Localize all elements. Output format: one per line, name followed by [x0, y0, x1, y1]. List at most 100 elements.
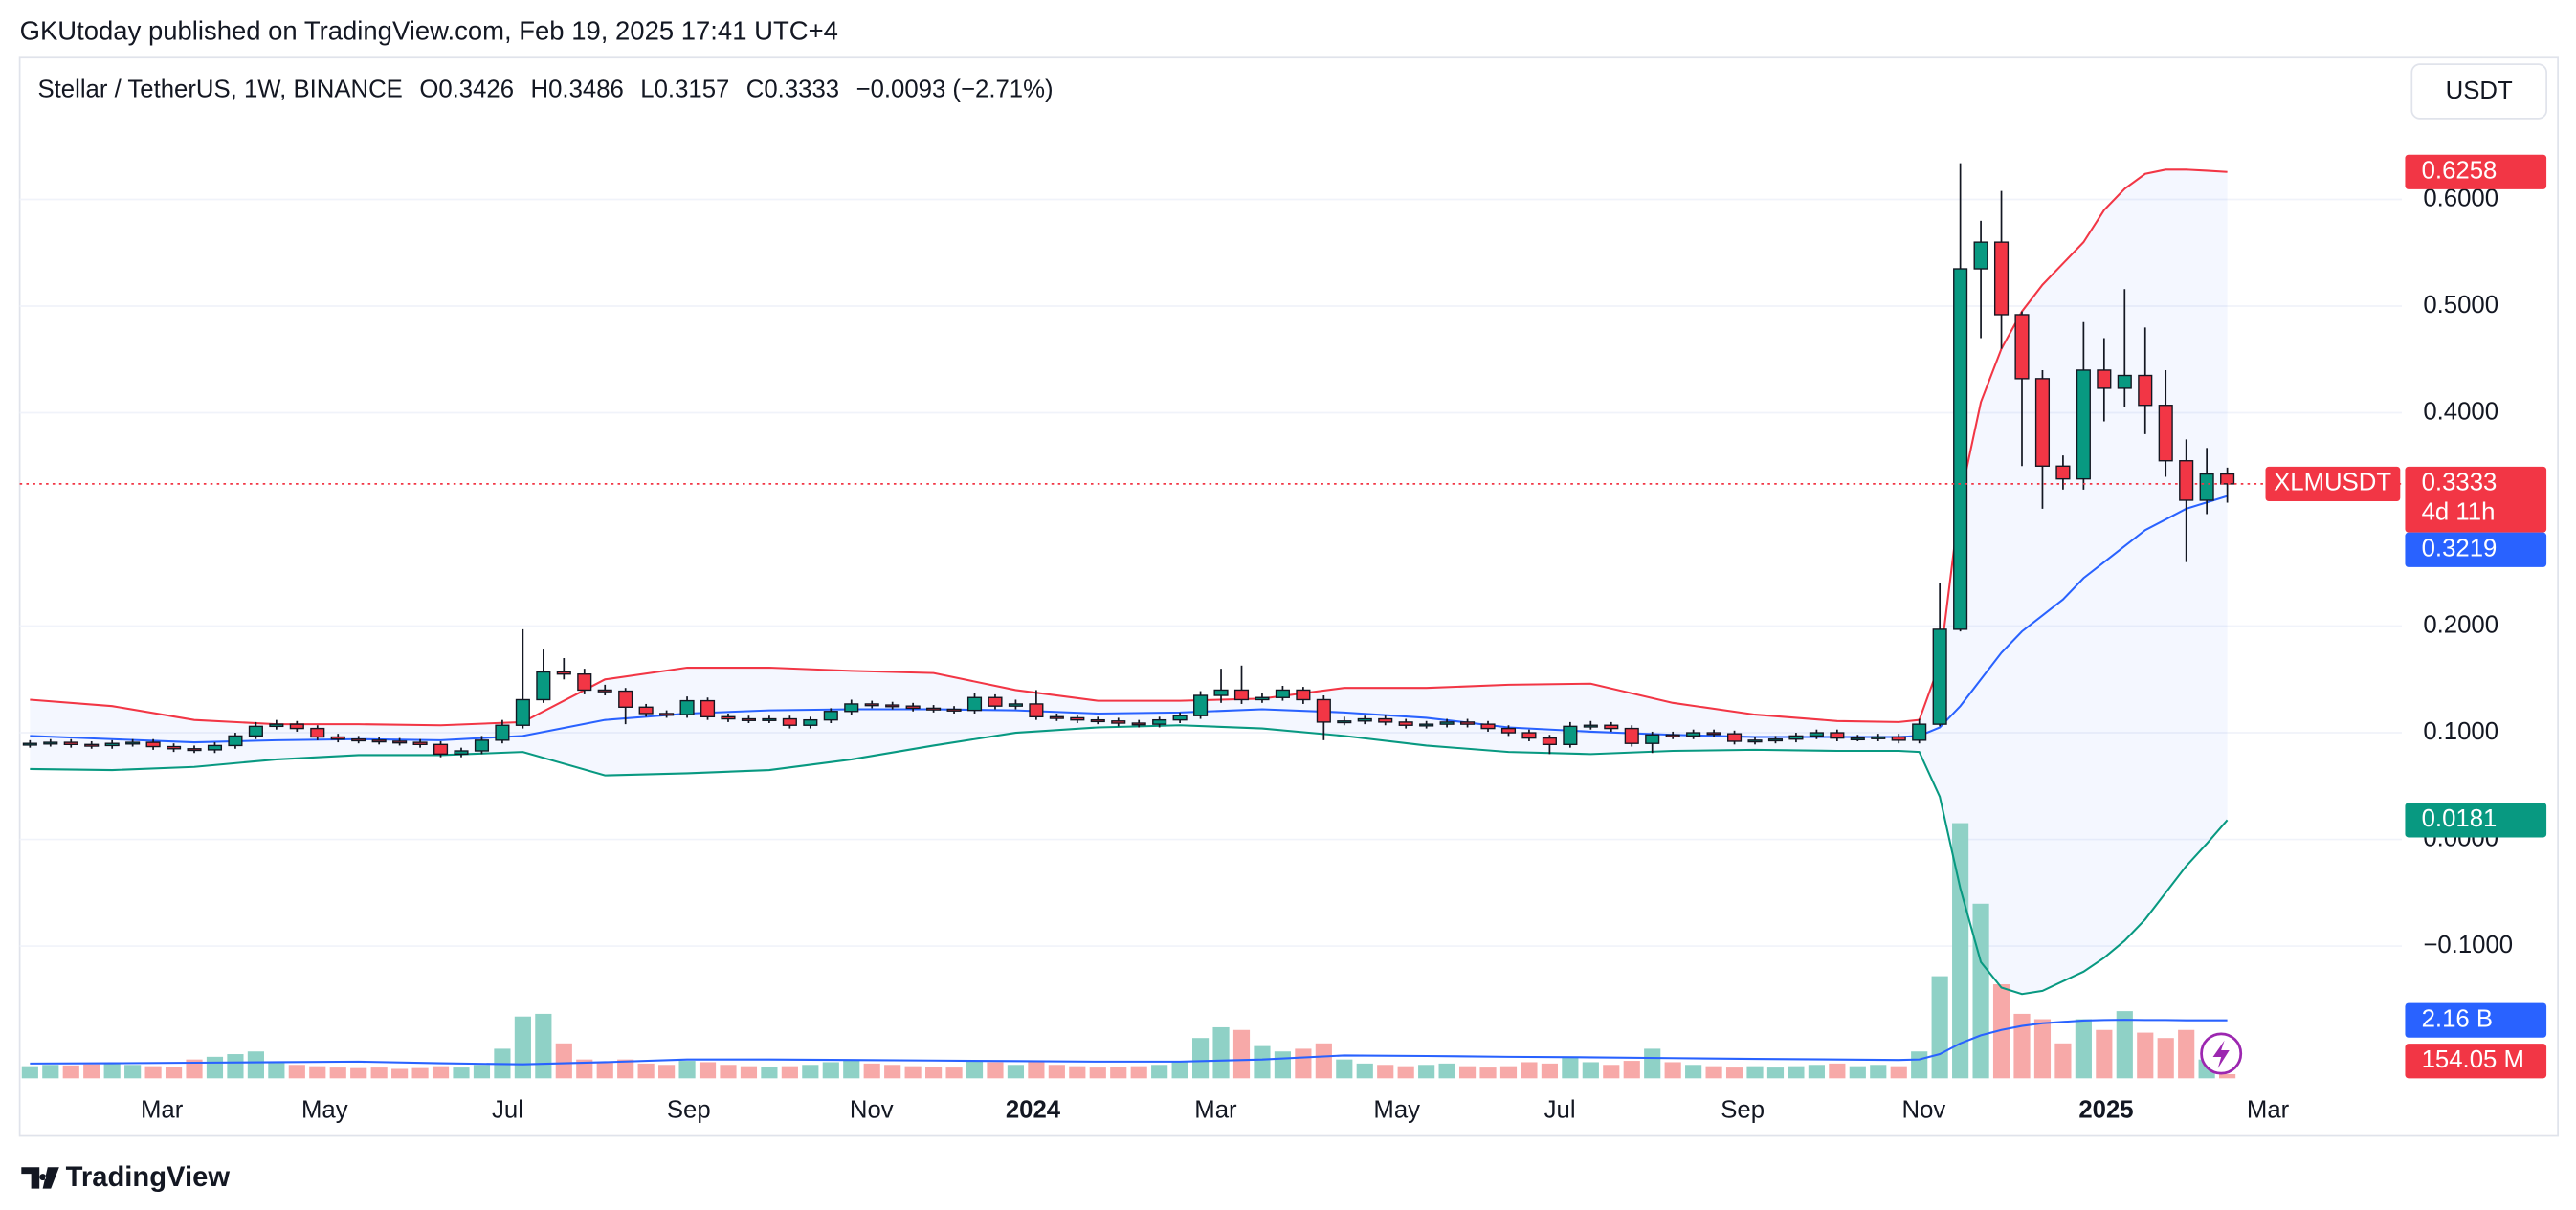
icon-bolt[interactable] — [2212, 1040, 2230, 1068]
legend-open-label: O — [419, 76, 438, 102]
volume-bar — [453, 1067, 470, 1079]
volume-bar — [576, 1059, 593, 1079]
volume-bar — [1870, 1065, 1887, 1079]
x-tick-label: Mar — [1194, 1097, 1237, 1124]
candle-body — [1871, 736, 1886, 739]
candle-body — [1008, 703, 1023, 707]
candle-body — [330, 736, 345, 740]
volume-bar — [1151, 1065, 1168, 1079]
plot-layer — [19, 163, 2403, 1079]
volume-bar — [1089, 1067, 1106, 1079]
candle-body — [1111, 720, 1126, 724]
volume-bar — [1191, 1038, 1210, 1079]
volume-bar — [822, 1062, 839, 1079]
candle-body — [1788, 735, 1804, 740]
volume-ma-tag-bg — [2405, 1002, 2547, 1038]
volume-bar — [1048, 1065, 1065, 1079]
middle-band-tag-text: 0.3219 — [2422, 536, 2498, 562]
candle-body — [433, 743, 449, 756]
volume-bar — [1212, 1026, 1230, 1079]
candle-body — [700, 699, 716, 718]
candle-body — [1891, 736, 1906, 741]
candle-body — [844, 703, 859, 713]
volume-bar — [1418, 1065, 1435, 1079]
candle-body — [289, 723, 304, 730]
volume-bar — [925, 1067, 943, 1079]
volume-bar — [1746, 1066, 1764, 1079]
candle-body — [412, 741, 428, 745]
y-tick-label: 0.4000 — [2423, 398, 2498, 425]
band-fill — [30, 169, 2228, 995]
volume-bar — [720, 1065, 737, 1079]
legend-high: 0.3486 — [548, 76, 624, 102]
candle-body — [946, 708, 962, 712]
legend-change: −0.0093 (−2.71%) — [856, 76, 1054, 102]
volume-bar — [2219, 1073, 2236, 1079]
volume-bar — [1499, 1066, 1518, 1079]
volume-bar — [884, 1065, 901, 1079]
candle-body — [2220, 473, 2235, 485]
currency-button[interactable] — [2410, 63, 2547, 120]
candle-body — [1029, 703, 1044, 718]
tags-layer: 0.6258 0.0181 XLMUSDT 0.3333 4d 11h 0.3219 2.1… — [2265, 154, 2547, 1079]
candle-body — [351, 738, 366, 742]
volume-bar — [1829, 1063, 1846, 1079]
x-tick-label: Jul — [1544, 1097, 1576, 1124]
candle-body — [1563, 725, 1578, 745]
volume-bar — [1911, 1051, 1928, 1079]
candle-body — [392, 740, 408, 744]
band-upper-line — [30, 168, 2228, 727]
candle-body — [1686, 732, 1701, 737]
volume-bar — [1438, 1063, 1455, 1079]
candle-body — [905, 705, 921, 710]
legend-close-label: C — [746, 76, 765, 102]
volume-bar — [1007, 1065, 1025, 1079]
legend-low: 0.3157 — [655, 76, 730, 102]
volume-bar — [1766, 1067, 1785, 1079]
candle-body — [1542, 737, 1557, 745]
volume-bar — [1849, 1066, 1866, 1079]
candle-body — [104, 742, 120, 747]
symbol-tag-bg — [2265, 466, 2401, 501]
volume-bar — [1541, 1063, 1558, 1079]
candle-body — [597, 689, 612, 693]
close-tag-bg — [2405, 466, 2547, 533]
volume-bar — [1458, 1066, 1477, 1079]
upper-band-tag-text: 0.6258 — [2422, 158, 2498, 185]
y-tick-label: 0.5000 — [2423, 292, 2498, 319]
volume-bar — [1356, 1063, 1373, 1079]
volume-bar — [411, 1067, 429, 1079]
volume-bar — [1377, 1065, 1394, 1079]
candle-body — [495, 724, 510, 741]
candle-body — [1726, 733, 1743, 742]
volume-bar — [843, 1059, 860, 1079]
candle-body — [1070, 716, 1085, 721]
volume-bar — [1028, 1061, 1045, 1079]
candle-body — [145, 741, 161, 748]
footer-text: TradingView — [66, 1162, 231, 1193]
volume-bar — [863, 1063, 880, 1079]
middle-band-tag-bg — [2405, 532, 2547, 567]
candle-body — [1255, 696, 1270, 701]
volume-bar — [2075, 1019, 2092, 1079]
replay-icon[interactable] — [2200, 1032, 2243, 1075]
currency-label[interactable]: USDT — [2446, 77, 2513, 104]
volume-bar — [1890, 1066, 1907, 1079]
volume-bar — [144, 1066, 162, 1079]
volume-bar — [309, 1066, 326, 1079]
candle-body — [2055, 465, 2071, 480]
candle-body — [2179, 460, 2194, 501]
candle-body — [187, 748, 202, 752]
candle-body — [556, 671, 571, 675]
volume-bar — [1479, 1067, 1497, 1079]
candle-body — [269, 723, 284, 728]
volume-bar — [966, 1061, 984, 1079]
candle-body — [454, 750, 469, 756]
candle-body — [2034, 378, 2051, 467]
legend: Stellar / TetherUS, 1W, BINANCE O0.3426 … — [37, 76, 1053, 102]
candle-body — [1583, 724, 1598, 728]
candle-body — [43, 741, 58, 745]
volume-bar — [1582, 1062, 1599, 1079]
candle-body — [1193, 694, 1209, 716]
